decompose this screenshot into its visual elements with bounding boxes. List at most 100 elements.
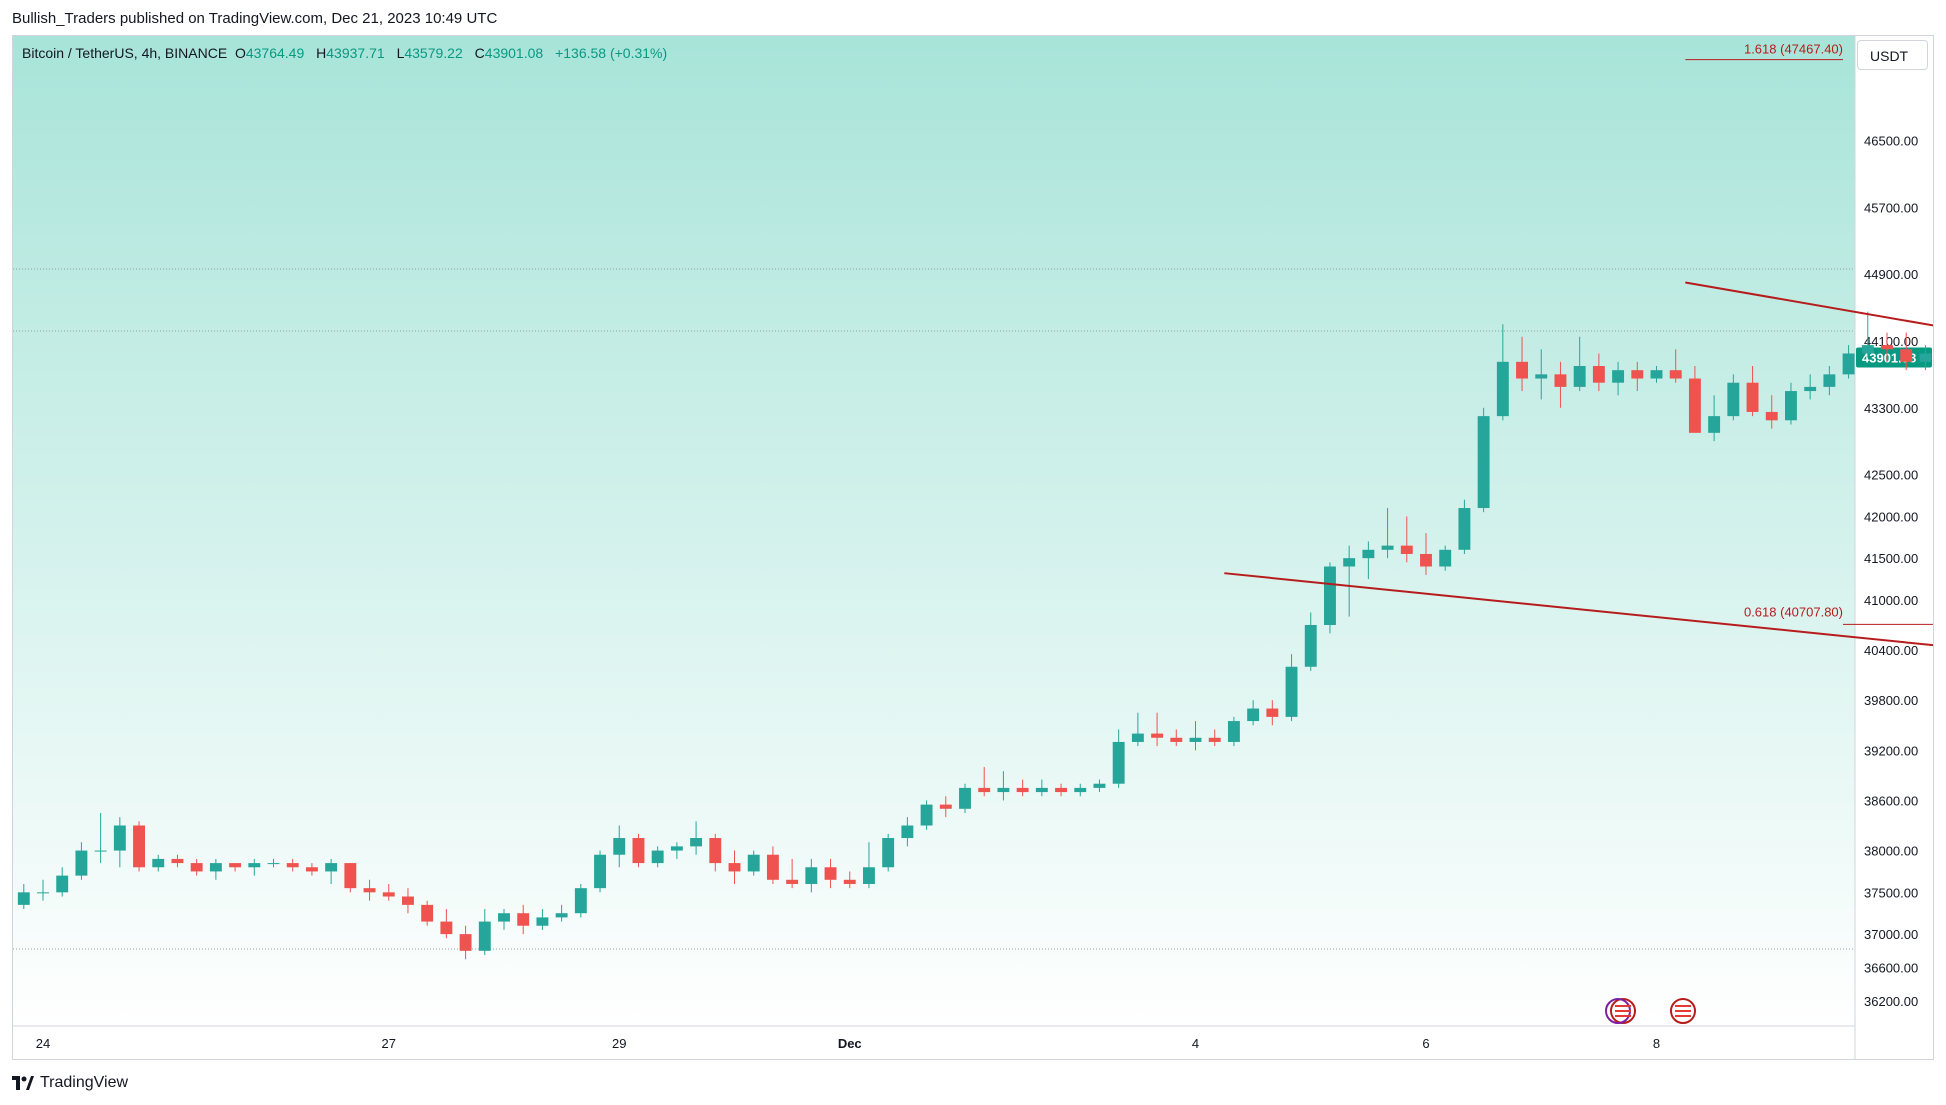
candle-body	[1708, 416, 1721, 433]
candle-body	[1919, 353, 1932, 362]
candle-body	[690, 838, 703, 847]
candle-body	[248, 863, 261, 868]
candle-body	[1131, 733, 1144, 742]
candle-body	[574, 888, 587, 914]
candle-body	[1477, 416, 1490, 509]
flag-icons	[1605, 998, 1696, 1024]
candle-body	[363, 888, 376, 893]
candle-body	[1151, 733, 1164, 738]
candle-body	[1035, 787, 1048, 793]
symbol-name[interactable]: Bitcoin / TetherUS, 4h, BINANCE	[22, 45, 228, 61]
fib-upper-label: 1.618 (47467.40)	[1744, 42, 1843, 57]
candle-body	[1420, 553, 1432, 567]
y-tick-label: 39200.00	[1864, 743, 1918, 758]
candle-body	[171, 858, 184, 864]
candle-body	[113, 825, 126, 851]
price-scale-background	[1855, 36, 1933, 1059]
candle-body	[440, 921, 453, 935]
low-value: 43579.22	[404, 45, 463, 61]
candle-body	[94, 850, 107, 852]
x-tick-label: Dec	[838, 1036, 862, 1051]
candle-body	[1400, 545, 1413, 554]
candle-body	[670, 846, 683, 851]
candle-body	[1324, 566, 1336, 625]
footer-brand-label: TradingView	[40, 1074, 129, 1091]
candle-body	[478, 921, 491, 951]
candle-body	[747, 854, 760, 872]
candle-body	[1669, 370, 1682, 379]
x-tick-label: 29	[612, 1036, 626, 1051]
candle-body	[305, 867, 318, 872]
candle-body	[997, 787, 1010, 793]
candle-body	[1189, 737, 1202, 742]
open-label: O	[234, 45, 246, 61]
candle-body	[1496, 361, 1509, 417]
currency-button[interactable]: USDT	[1857, 40, 1928, 70]
candle-body	[1765, 411, 1778, 421]
time-axis: 242729Dec46811131518202225	[36, 1036, 1660, 1051]
candle-body	[939, 804, 952, 809]
candle-body	[1823, 374, 1836, 387]
candle-body	[152, 858, 165, 868]
y-tick-label: 36600.00	[1864, 961, 1918, 976]
candle-body	[1535, 374, 1548, 379]
tradingview-logo-icon	[12, 1076, 34, 1090]
candle-body	[1804, 386, 1817, 392]
y-tick-label: 41000.00	[1864, 593, 1918, 608]
chart-area[interactable]: 46500.00 45700.00 44900.00 44100.00 43300.00…	[12, 35, 1934, 1060]
candle-body	[1746, 382, 1759, 412]
y-tick-label: 42000.00	[1864, 509, 1918, 524]
candle-body	[594, 854, 606, 889]
candle-body	[1208, 737, 1221, 742]
footer-brand[interactable]: TradingView	[12, 1074, 128, 1092]
symbol-legend: Bitcoin / TetherUS, 4h, BINANCE O43764.4…	[22, 45, 675, 61]
candle-body	[536, 917, 549, 926]
candle-body	[632, 838, 645, 864]
candle-body	[1227, 721, 1240, 742]
candle-body	[1842, 353, 1855, 375]
candle-body	[1516, 361, 1528, 379]
candle-body	[1362, 549, 1375, 559]
candle-body	[229, 863, 242, 868]
candle-body	[209, 863, 222, 872]
change-value: +136.58 (+0.31%)	[555, 45, 668, 61]
annotation-labels: 1.618 (47467.40)0.618 (40707.80)ABC(A)(B…	[1744, 42, 1843, 620]
candle-body	[1650, 370, 1663, 379]
candle-body	[267, 863, 280, 865]
candle-body	[1458, 508, 1471, 550]
y-tick-label: 42500.00	[1864, 468, 1918, 483]
open-value: 43764.49	[245, 45, 305, 61]
candle-body	[1727, 382, 1740, 417]
upper-wedge-line	[1685, 281, 1933, 327]
candle-body	[133, 825, 145, 868]
candle-body	[517, 913, 530, 926]
price-axis: 46500.00 45700.00 44900.00 44100.00 43300.00…	[1856, 133, 1932, 1009]
candle-body	[1861, 345, 1874, 354]
candlestick-chart[interactable]: 46500.00 45700.00 44900.00 44100.00 43300.00…	[13, 36, 1934, 1060]
candle-body	[1785, 391, 1797, 421]
candle-body	[1573, 366, 1586, 387]
x-tick-label: 24	[36, 1036, 50, 1051]
candle-body	[344, 863, 357, 889]
candle-body	[459, 934, 472, 951]
drawings	[1224, 59, 1933, 647]
candle-body	[786, 879, 799, 884]
candle-body	[1881, 345, 1893, 350]
candle-body	[920, 804, 933, 826]
candle-body	[17, 892, 30, 905]
candle-body	[325, 863, 338, 872]
time-scale-background	[13, 1026, 1855, 1059]
candle-body	[56, 875, 69, 893]
candle-body	[766, 854, 779, 880]
candle-body	[901, 825, 914, 839]
candle-body	[1093, 783, 1106, 788]
candle-body	[555, 913, 568, 918]
candle-body	[709, 838, 722, 864]
candle-body	[190, 863, 203, 872]
candle-body	[805, 867, 818, 884]
lower-wedge-line	[1224, 572, 1933, 647]
flag-stripes-icon	[1615, 1005, 1691, 1017]
publish-info: Bullish_Traders published on TradingView…	[12, 10, 498, 27]
y-tick-label: 44100.00	[1864, 334, 1918, 349]
candle-body	[421, 904, 434, 922]
